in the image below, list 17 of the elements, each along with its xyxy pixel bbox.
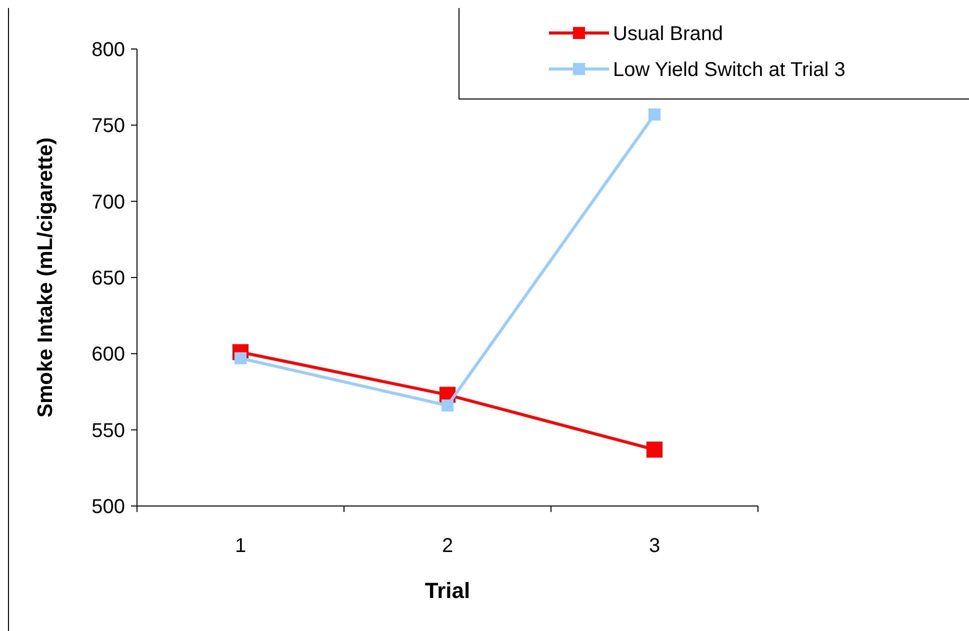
y-tick-label: 500 (92, 496, 125, 518)
y-tick-label: 550 (92, 420, 125, 442)
point (648, 108, 660, 121)
x-axis-title: Trial (424, 578, 470, 603)
y-tick-label: 800 (92, 39, 125, 61)
x-tick-label: 2 (442, 535, 454, 557)
y-tick-label: 650 (92, 268, 125, 290)
y-tick-label: 600 (92, 344, 125, 366)
x-tick-label: 1 (234, 535, 246, 557)
point (442, 399, 454, 412)
y-tick-label: 700 (92, 191, 125, 214)
y-axis-title: Smoke Intake (mL/cigarette) (34, 137, 57, 418)
y-tick-label: 750 (92, 115, 125, 138)
legend-label: Low Yield Switch at Trial 3 (613, 59, 846, 81)
point (646, 442, 662, 458)
x-tick-label: 3 (648, 535, 660, 557)
legend-label: Usual Brand (613, 23, 724, 45)
